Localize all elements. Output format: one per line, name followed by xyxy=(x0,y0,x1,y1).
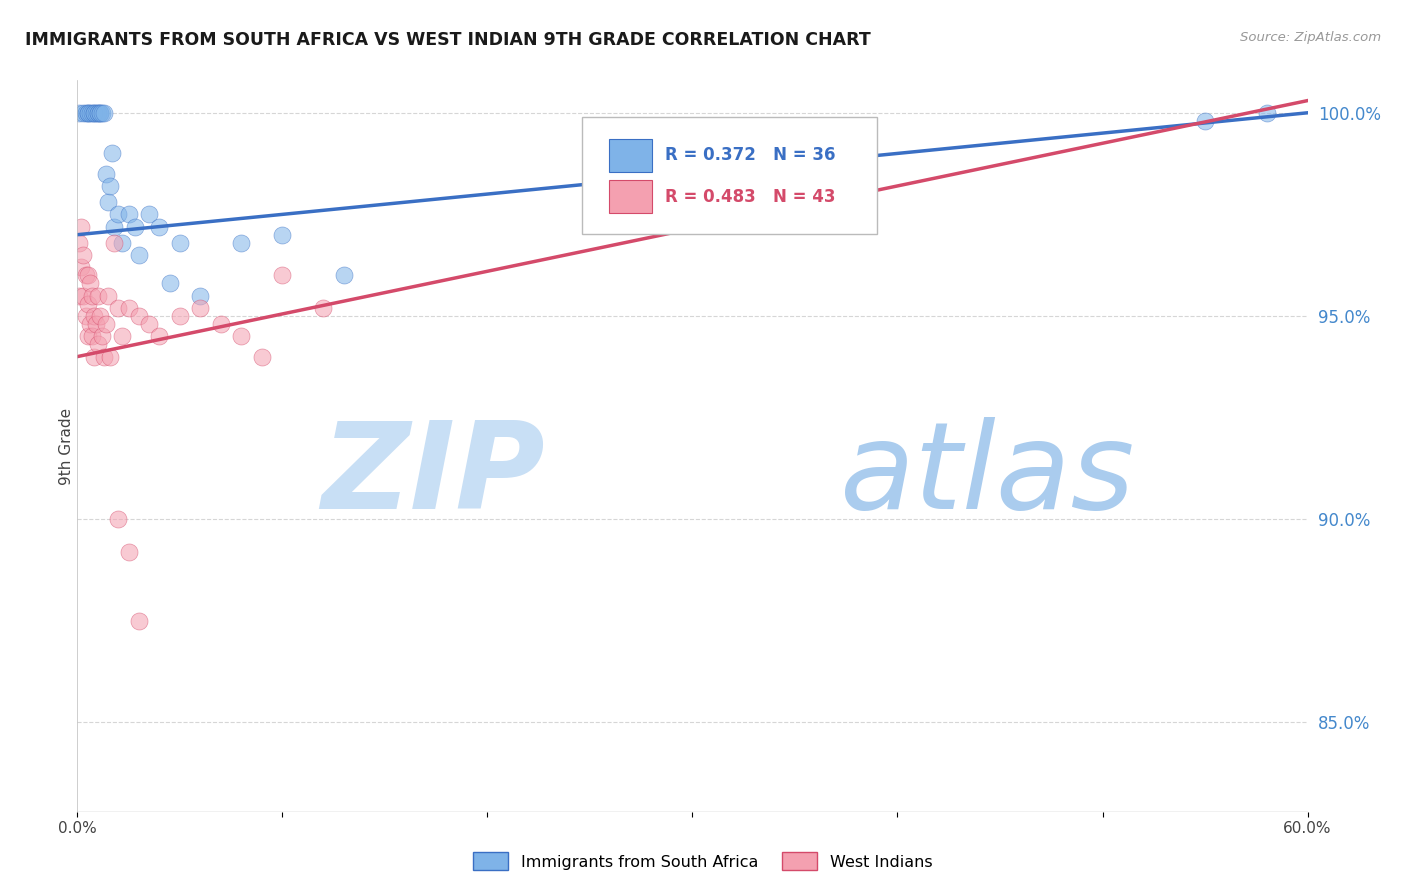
Point xyxy=(89,309,111,323)
Text: ZIP: ZIP xyxy=(321,417,546,533)
FancyBboxPatch shape xyxy=(582,117,877,234)
Point xyxy=(107,512,129,526)
Point xyxy=(89,105,111,120)
Point xyxy=(169,309,191,323)
Point xyxy=(111,329,134,343)
Point xyxy=(98,350,121,364)
Point xyxy=(67,235,90,250)
Text: R = 0.483   N = 43: R = 0.483 N = 43 xyxy=(665,188,837,206)
Point xyxy=(76,105,98,120)
Point xyxy=(148,219,170,234)
Point xyxy=(117,544,139,558)
Point xyxy=(75,268,97,283)
Point xyxy=(188,301,212,315)
Point xyxy=(124,219,146,234)
Point xyxy=(87,337,110,351)
Point xyxy=(70,219,93,234)
Point xyxy=(159,277,181,291)
Point xyxy=(117,207,139,221)
Point xyxy=(101,146,124,161)
Point xyxy=(188,288,212,302)
Point xyxy=(83,105,105,120)
Point xyxy=(67,288,90,302)
Point xyxy=(97,195,120,210)
Point xyxy=(138,317,160,331)
Point xyxy=(128,248,150,262)
Point xyxy=(98,178,121,193)
Point xyxy=(75,105,97,120)
Point xyxy=(76,297,98,311)
Point xyxy=(94,167,117,181)
Point xyxy=(271,268,294,283)
FancyBboxPatch shape xyxy=(609,180,652,213)
Point xyxy=(79,317,101,331)
Point xyxy=(72,105,94,120)
Y-axis label: 9th Grade: 9th Grade xyxy=(59,408,73,484)
Point xyxy=(67,105,90,120)
Point xyxy=(107,301,129,315)
Point xyxy=(93,350,115,364)
Point xyxy=(80,105,103,120)
Point xyxy=(103,235,125,250)
Point xyxy=(83,350,105,364)
Point xyxy=(231,235,253,250)
Legend: Immigrants from South Africa, West Indians: Immigrants from South Africa, West India… xyxy=(467,846,939,877)
Text: Source: ZipAtlas.com: Source: ZipAtlas.com xyxy=(1240,31,1381,45)
FancyBboxPatch shape xyxy=(609,139,652,171)
Point xyxy=(87,105,110,120)
Point xyxy=(87,288,110,302)
Point xyxy=(138,207,160,221)
Point xyxy=(312,301,335,315)
Point xyxy=(1256,105,1278,120)
Point xyxy=(76,105,98,120)
Point xyxy=(80,288,103,302)
Point xyxy=(76,329,98,343)
Point xyxy=(271,227,294,242)
Point xyxy=(128,614,150,628)
Point xyxy=(72,248,94,262)
Point xyxy=(83,309,105,323)
Point xyxy=(84,317,107,331)
Point xyxy=(84,105,107,120)
Point xyxy=(117,301,139,315)
Point xyxy=(333,268,356,283)
Point xyxy=(70,260,93,275)
Point xyxy=(97,288,120,302)
Point xyxy=(250,350,273,364)
Point xyxy=(80,329,103,343)
Point xyxy=(79,277,101,291)
Point xyxy=(90,329,114,343)
Point xyxy=(90,105,114,120)
Point xyxy=(87,105,110,120)
Point xyxy=(83,105,105,120)
Point xyxy=(79,105,101,120)
Point xyxy=(111,235,134,250)
Point xyxy=(107,207,129,221)
Text: R = 0.372   N = 36: R = 0.372 N = 36 xyxy=(665,146,837,164)
Point xyxy=(103,219,125,234)
Point xyxy=(209,317,232,331)
Point xyxy=(89,105,111,120)
Point xyxy=(148,329,170,343)
Text: IMMIGRANTS FROM SOUTH AFRICA VS WEST INDIAN 9TH GRADE CORRELATION CHART: IMMIGRANTS FROM SOUTH AFRICA VS WEST IND… xyxy=(25,31,872,49)
Point xyxy=(72,288,94,302)
Point xyxy=(231,329,253,343)
Point xyxy=(76,268,98,283)
Point xyxy=(75,309,97,323)
Text: atlas: atlas xyxy=(841,417,1136,533)
Point xyxy=(128,309,150,323)
Point xyxy=(1194,114,1216,128)
Point xyxy=(94,317,117,331)
Point xyxy=(93,105,115,120)
Point xyxy=(169,235,191,250)
